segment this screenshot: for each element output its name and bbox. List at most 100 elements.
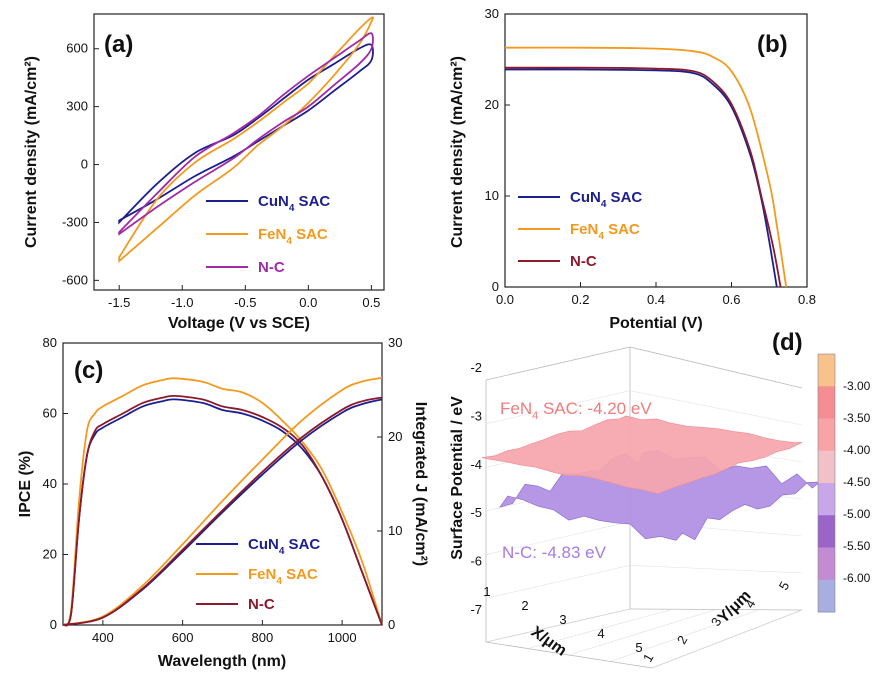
colorbar-tick-label: -5.00	[843, 507, 871, 521]
nc-annotation: N-C: -4.83 eV	[502, 543, 607, 562]
x-tick-label: 800	[252, 630, 274, 645]
panel-label-a: (a)	[104, 31, 133, 58]
z-tick-label: -7	[470, 602, 482, 617]
z-tick-label: -2	[470, 360, 482, 375]
z-tick-label: -3	[470, 408, 482, 423]
x-axis-label-b: Potential (V)	[609, 315, 702, 332]
z-tick-label: -4	[470, 457, 482, 472]
legend-label: N-C	[248, 596, 275, 613]
x-tick-label: 1	[483, 584, 490, 599]
x-tick-label: -1.5	[108, 295, 130, 310]
box-edge	[629, 346, 803, 389]
x-tick-label: 0.5	[362, 295, 380, 310]
y-tick-label: -300	[62, 214, 88, 229]
floor-gridline	[527, 608, 674, 649]
ipce-curve	[62, 377, 383, 626]
panel-label-c: (c)	[74, 357, 103, 384]
cv-curve	[118, 16, 374, 263]
y-tick-label: 60	[43, 406, 57, 421]
y2-tick-label: 30	[388, 335, 402, 350]
colorbar-segment	[818, 418, 835, 452]
colorbar-tick-label: -6.00	[843, 571, 871, 585]
floor-gridline	[568, 609, 717, 656]
y-tick-label: 10	[485, 188, 499, 203]
y-tick-label: 0	[81, 157, 88, 172]
y-tick-label: 20	[43, 547, 57, 562]
fen4-annotation: FeN4 SAC: -4.20 eV	[500, 399, 652, 422]
y-tick-label: 30	[485, 6, 499, 21]
y-tick-label: 40	[43, 476, 57, 491]
y-tick-label: 0	[492, 279, 499, 294]
legend-label: FeN4 SAC	[248, 566, 318, 587]
z-tick-label: -6	[470, 554, 482, 569]
floor-gridline	[610, 609, 760, 662]
x-tick-label: -1.0	[171, 295, 193, 310]
x-tick-label: 1000	[328, 630, 357, 645]
colorbar-segment	[818, 450, 835, 484]
back-gridline	[485, 565, 631, 599]
colorbar-segment	[818, 515, 835, 548]
panel-label-d: (d)	[772, 329, 803, 356]
x-tick-label: 0.6	[722, 292, 740, 307]
fen4-surface	[481, 415, 803, 495]
legend-label: CuN4 SAC	[248, 536, 320, 557]
colorbar-tick-label: -5.50	[843, 539, 871, 553]
back-gridline	[629, 390, 803, 426]
y2-axis-label-c: Integrated J (mA/cm²)	[412, 402, 429, 566]
x-tick-label: 0.0	[299, 295, 317, 310]
panel-b: 0.0 0.2 0.4 0.6 0.8 0 10 20 30 (b) Potential (V)…	[449, 6, 816, 332]
panel-a: -1.5 -1.0 -0.5 0.0 0.5 -600 -300 0 300 600 (a) Vo…	[23, 13, 385, 332]
colorbar-segment	[818, 579, 835, 613]
x-tick-label: 0.4	[647, 292, 665, 307]
z-axis-label-d: Surface Potential / eV	[449, 396, 466, 560]
colorbar-segment	[818, 483, 835, 516]
back-gridline	[485, 390, 631, 424]
legend-label: FeN4 SAC	[570, 221, 640, 242]
y-tick-label: 1	[640, 651, 657, 665]
legend-label: N-C	[258, 259, 285, 276]
x-tick-label: 5	[635, 640, 642, 655]
integrated-j-curve	[62, 398, 383, 626]
y2-tick-label: 0	[388, 617, 395, 632]
y-tick-label: 600	[66, 41, 88, 56]
y-tick-label: 80	[43, 335, 57, 350]
legend-label: N-C	[570, 253, 597, 270]
legend-label: FeN4 SAC	[258, 226, 328, 247]
colorbar-segment	[818, 386, 835, 419]
legend-label: CuN4 SAC	[258, 193, 330, 214]
x-tick-label: 600	[172, 630, 194, 645]
x-tick-label: -0.5	[234, 295, 256, 310]
ipce-curve	[62, 394, 383, 627]
colorbar-tick-label: -4.50	[843, 475, 871, 489]
colorbar-frame	[817, 353, 836, 613]
floor-gridline	[651, 609, 803, 669]
y-tick-label: 0	[50, 617, 57, 632]
integrated-j-curve	[62, 396, 383, 626]
y-tick-label: -600	[62, 272, 88, 287]
x-tick-label: 400	[92, 630, 114, 645]
colorbar-tick-label: -4.00	[843, 443, 871, 457]
jv-curve	[504, 46, 788, 288]
x-tick-label: 0.8	[798, 292, 816, 307]
y-tick-label: 5	[776, 579, 793, 593]
y-tick-label: 2	[674, 633, 691, 647]
y-tick-label: 20	[485, 97, 499, 112]
box-edge	[485, 346, 631, 381]
x-tick-label: 3	[559, 612, 566, 627]
y-tick-label: 300	[66, 99, 88, 114]
colorbar-tick-label: -3.50	[843, 411, 871, 425]
y-axis-label-a: Current density (mA/cm²)	[23, 56, 40, 248]
colorbar-segment	[818, 354, 835, 387]
jv-curve	[504, 68, 778, 288]
z-tick-label: -5	[470, 505, 482, 520]
legend-label: CuN4 SAC	[570, 189, 642, 210]
jv-curve	[504, 66, 782, 288]
colorbar-tick-label: -3.00	[843, 379, 871, 393]
x-axis-label-d: X/μm	[528, 623, 570, 659]
x-tick-label: 4	[597, 626, 604, 641]
x-axis-label-c: Wavelength (nm)	[158, 653, 286, 670]
x-tick-label: 0.0	[496, 292, 514, 307]
y2-tick-label: 20	[388, 429, 402, 444]
